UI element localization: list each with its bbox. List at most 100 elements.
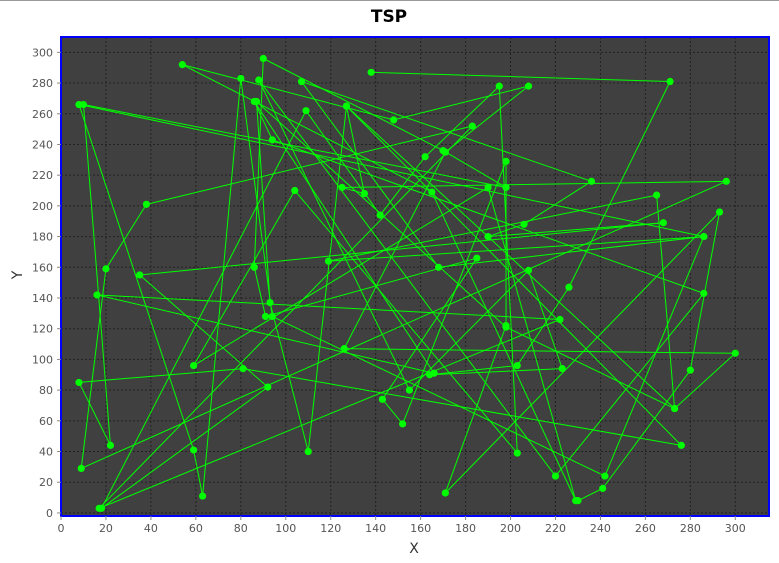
city-point [324,257,333,265]
city-point [390,116,398,124]
route-segment [402,161,507,425]
route-segment [96,294,560,320]
route-segment [78,368,244,383]
city-point [502,183,510,192]
route-segment [393,85,529,121]
city-point [199,492,207,500]
city-point [378,395,387,403]
route-segment [488,222,664,238]
x-tick-label: 80 [234,522,248,535]
route-segment [307,106,347,452]
city-point [190,361,198,370]
route-segment [78,104,704,238]
route-segment [202,78,242,497]
city-point [565,283,573,291]
route-segment [82,104,111,446]
route-segment [80,268,107,469]
city-point [715,208,724,216]
y-tick-label: 300 [32,46,53,59]
city-point [421,153,429,161]
route-segment [429,368,563,376]
city-point [653,191,661,199]
route-segment [240,78,273,317]
city-point [264,383,272,391]
city-point [558,365,566,373]
route-segment [193,190,296,366]
city-point [659,219,667,227]
route-segment [487,187,577,501]
city-point [291,186,299,195]
route-segment [656,195,676,409]
city-point [338,183,346,192]
route-segment [301,81,440,268]
route-segment [346,105,675,409]
route-segment [328,194,657,262]
city-point [430,369,438,377]
axes: 0 20 40 60 80 100 120 140 160 180 200 220 240 260 280 3… [32,46,746,535]
y-axis-label: Y [10,270,26,280]
route-segment [577,487,603,502]
grid [60,37,769,516]
route-segment [258,79,410,391]
route-segment [444,325,507,494]
city-point [484,232,492,241]
x-tick-label: 0 [58,522,65,535]
route-segment [341,186,365,195]
route-lines [78,58,736,509]
city-point [468,122,476,130]
route-segment [253,267,267,317]
city-point [686,366,694,374]
route-segment [258,79,556,477]
x-tick-label: 160 [410,522,431,535]
route-segment [444,211,720,494]
route-segment [344,348,736,354]
city-point [700,289,708,297]
city-point [77,464,85,473]
city-point [731,349,739,357]
route-segment [555,293,705,477]
city-point [524,266,533,274]
route-segment [272,139,704,294]
route-segment [445,85,529,153]
route-segment [431,191,577,501]
city-point [342,102,351,110]
route-segment [182,64,394,121]
city-point [178,61,186,69]
route-segment [81,180,727,469]
city-point [93,291,101,299]
city-point [484,183,492,192]
route-segment [343,151,446,349]
x-tick-label: 260 [635,522,656,535]
x-tick-label: 60 [189,522,203,535]
city-point [399,420,407,428]
y-tick-label: 0 [46,507,53,520]
city-point [106,441,115,449]
city-point [268,136,276,144]
y-tick-label: 280 [32,77,53,90]
city-point [79,100,88,109]
city-point [376,211,384,219]
city-point [495,82,503,90]
y-tick-label: 120 [32,323,53,336]
route-segment [193,449,204,497]
y-tick-label: 40 [39,446,53,459]
city-point [435,263,443,271]
city-points [75,54,739,512]
route-segment [301,81,592,182]
city-point [441,489,449,497]
city-point [601,472,609,480]
route-segment [442,150,507,188]
y-tick-label: 200 [32,200,53,213]
city-point [261,312,270,321]
y-tick-label: 60 [39,415,53,428]
route-segment [101,110,307,509]
route-segment [78,104,195,451]
route-segment [101,386,269,509]
x-tick-label: 200 [500,522,521,535]
route-segment [345,105,365,194]
route-segment [424,85,500,158]
route-segment [523,180,592,225]
city-point [599,484,607,492]
route-segment [253,101,435,374]
city-point [587,177,596,185]
